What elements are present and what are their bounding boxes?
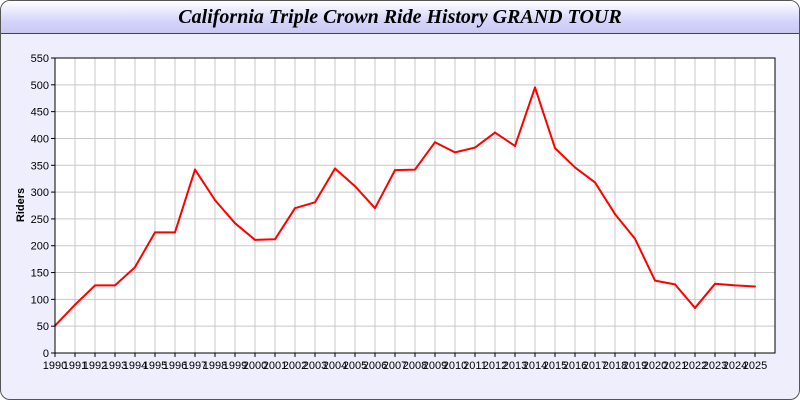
x-tick-label: 2006	[363, 360, 387, 372]
data-point	[614, 213, 616, 216]
data-point	[714, 282, 716, 285]
x-ticks: 1990199119921993199419951996199719981999…	[43, 353, 767, 372]
x-tick-label: 2019	[623, 360, 647, 372]
x-tick-label: 2017	[583, 360, 607, 372]
data-point	[234, 222, 236, 225]
data-point	[434, 141, 436, 144]
data-point	[594, 181, 596, 184]
y-tick-label: 0	[43, 348, 49, 360]
x-tick-label: 2008	[403, 360, 427, 372]
x-tick-label: 2000	[243, 360, 267, 372]
data-point	[274, 238, 276, 241]
x-tick-label: 1999	[223, 360, 247, 372]
data-point	[754, 285, 756, 288]
data-point	[334, 167, 336, 170]
series	[54, 86, 756, 327]
x-tick-label: 2014	[523, 360, 547, 372]
data-point	[534, 86, 536, 89]
x-tick-label: 2002	[283, 360, 307, 372]
y-tick-label: 250	[31, 214, 49, 226]
y-axis-label: Riders	[15, 188, 27, 222]
y-tick-label: 450	[31, 107, 49, 119]
data-point	[174, 231, 176, 234]
data-point	[474, 146, 476, 149]
series-line	[54, 86, 756, 327]
data-point	[114, 284, 116, 287]
x-tick-label: 2003	[303, 360, 327, 372]
x-tick-label: 2005	[343, 360, 367, 372]
data-point	[294, 207, 296, 210]
x-tick-label: 2024	[723, 360, 747, 372]
x-tick-label: 2012	[483, 360, 507, 372]
x-tick-label: 2009	[423, 360, 447, 372]
x-tick-label: 2013	[503, 360, 527, 372]
data-point	[554, 147, 556, 150]
data-point	[674, 283, 676, 286]
data-point	[394, 169, 396, 172]
x-tick-label: 1994	[123, 360, 147, 372]
x-tick-label: 2022	[683, 360, 707, 372]
x-tick-label: 2020	[643, 360, 667, 372]
y-tick-label: 200	[31, 241, 49, 253]
data-point	[354, 185, 356, 188]
x-tick-label: 1995	[143, 360, 167, 372]
x-tick-label: 2015	[543, 360, 567, 372]
title-bar: California Triple Crown Ride History GRA…	[1, 1, 799, 34]
data-point	[314, 201, 316, 204]
data-point	[414, 168, 416, 171]
x-tick-label: 1990	[43, 360, 67, 372]
y-tick-label: 150	[31, 268, 49, 280]
x-tick-label: 1992	[83, 360, 107, 372]
y-tick-label: 100	[31, 294, 49, 306]
y-ticks: 0 50 100 150 200 250 300 350 400 450 500 550	[31, 53, 55, 360]
x-tick-label: 2018	[603, 360, 627, 372]
data-point	[634, 237, 636, 240]
x-tick-label: 1997	[183, 360, 207, 372]
data-point	[154, 231, 156, 234]
data-point	[734, 284, 736, 287]
x-tick-label: 2001	[263, 360, 287, 372]
x-tick-label: 1998	[203, 360, 227, 372]
x-tick-label: 1996	[163, 360, 187, 372]
data-point	[574, 166, 576, 169]
x-tick-label: 2010	[443, 360, 467, 372]
data-point	[514, 144, 516, 147]
x-tick-label: 2007	[383, 360, 407, 372]
data-point	[214, 199, 216, 202]
data-point	[454, 151, 456, 154]
x-tick-label: 2023	[703, 360, 727, 372]
y-tick-label: 300	[31, 187, 49, 199]
x-tick-label: 2021	[663, 360, 687, 372]
data-point	[654, 279, 656, 282]
chart-title: California Triple Crown Ride History GRA…	[178, 6, 622, 28]
y-tick-label: 500	[31, 80, 49, 92]
data-point	[254, 238, 256, 241]
x-tick-label: 1991	[63, 360, 87, 372]
data-point	[694, 306, 696, 309]
y-tick-label: 50	[37, 321, 49, 333]
y-tick-label: 350	[31, 160, 49, 172]
data-point	[134, 266, 136, 269]
data-point	[74, 303, 76, 306]
y-tick-label: 400	[31, 133, 49, 145]
data-point	[374, 207, 376, 210]
x-tick-label: 2025	[743, 360, 767, 372]
data-point	[194, 168, 196, 171]
x-tick-label: 2011	[463, 360, 487, 372]
x-tick-label: 2004	[323, 360, 347, 372]
plot-area	[54, 57, 776, 354]
data-point	[494, 131, 496, 134]
data-point	[94, 284, 96, 287]
x-tick-label: 1993	[103, 360, 127, 372]
y-tick-label: 550	[31, 53, 49, 65]
x-tick-label: 2016	[563, 360, 587, 372]
